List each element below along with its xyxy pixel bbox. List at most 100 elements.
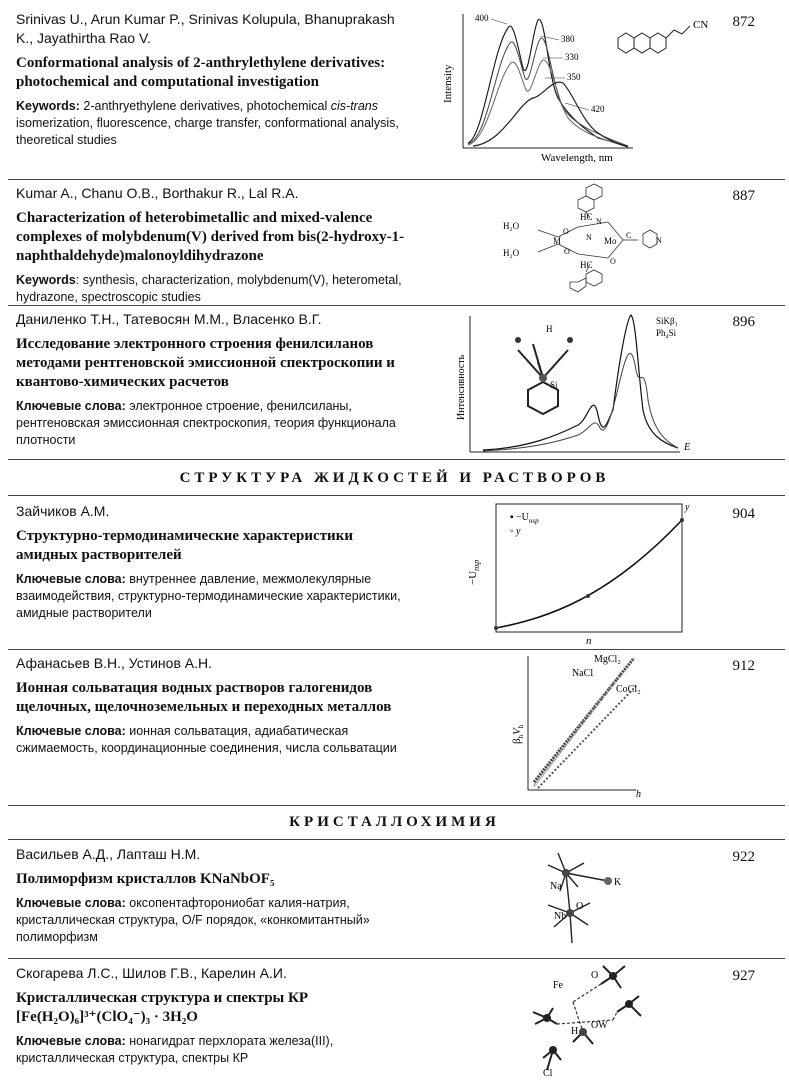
structure-label: N <box>656 236 662 245</box>
entry-divider <box>8 805 785 806</box>
entry-keywords: Ключевые слова: ионная сольватация, адиа… <box>16 724 397 755</box>
entry-title[interactable]: Полиморфизм кристаллов KNaNbOF₅ <box>16 871 275 887</box>
spectrum-curve <box>467 37 629 147</box>
spectrum-curve <box>482 314 679 451</box>
curve-label: 380 <box>561 34 575 44</box>
y-axis-label: −Unsp <box>467 560 481 585</box>
curve-label: 420 <box>591 104 605 114</box>
entry-7: Скогарева Л.С., Шилов Г.В., Карелин А.И.… <box>8 962 785 1082</box>
page-number[interactable]: 872 <box>732 14 756 30</box>
entry-2-text: Kumar A., Chanu O.B., Borthakur R., Lal … <box>16 184 411 306</box>
keywords-label: Ключевые слова: <box>16 724 126 738</box>
curve-label: 330 <box>565 52 579 62</box>
entry-divider <box>8 459 785 460</box>
page-number[interactable]: 896 <box>732 314 756 330</box>
xray-emission-figure: Интенсивность SiKβ₁ Ph₄Si E H Si <box>456 314 690 453</box>
entry-4: Зайчиков А.М. Структурно-термодинамическ… <box>8 500 785 646</box>
series-label: CoCl₂ <box>616 684 641 695</box>
entry-keywords: Keywords: synthesis, characterization, m… <box>16 273 402 304</box>
atom-label: Cl <box>543 1068 553 1079</box>
keywords-label: Ключевые слова: <box>16 399 126 413</box>
entry-3-text: Даниленко Т.Н., Татевосян М.М., Власенко… <box>16 310 411 449</box>
entry-authors: Даниленко Т.Н., Татевосян М.М., Власенко… <box>16 311 322 327</box>
section-divider <box>8 495 785 496</box>
structure-label: M <box>553 236 561 246</box>
structure-label: N <box>596 217 602 226</box>
entry-keywords: Ключевые слова: электронное строение, фе… <box>16 399 396 447</box>
atom-label: O <box>576 901 583 912</box>
structure-label: O <box>564 247 570 256</box>
entry-title[interactable]: Ионная сольватация водных растворов гало… <box>16 680 392 715</box>
atom-label: Na <box>550 881 562 892</box>
y-axis-label: βhVh <box>511 724 525 744</box>
page-number[interactable]: 887 <box>732 188 756 204</box>
entry-divider <box>8 958 785 959</box>
spectrum-curve <box>467 19 629 147</box>
entry-title[interactable]: Исследование электронного строения фенил… <box>16 336 395 390</box>
fluorescence-spectra-figure: Intensity 400 380 330 350 420 Wavelength… <box>442 13 708 164</box>
entry-7-text: Скогарева Л.С., Шилов Г.В., Карелин А.И.… <box>16 964 411 1067</box>
atom-label: H <box>546 324 553 334</box>
structure-label: HC <box>580 212 593 222</box>
page-number[interactable]: 904 <box>732 506 756 522</box>
page-number[interactable]: 922 <box>732 849 756 865</box>
series-line <box>533 673 622 787</box>
entry-title[interactable]: Структурно-термодинамические характерист… <box>16 528 353 563</box>
anthrylethylene-structure <box>617 25 691 54</box>
molybdenum-complex-structure: H₂O H₂O M HC N N O Mo O C N HC O <box>503 183 662 293</box>
entry-2: Kumar A., Chanu O.B., Borthakur R., Lal … <box>8 182 785 304</box>
series-line <box>537 685 637 789</box>
entry-divider <box>8 649 785 650</box>
structure-label: C <box>626 231 631 240</box>
atom-label: OW <box>591 1020 608 1031</box>
x-axis-label: n <box>586 635 592 645</box>
curve-label: 400 <box>475 13 489 23</box>
x-axis-label: h <box>636 789 641 797</box>
structure-label: HC <box>580 260 593 270</box>
entry-1-text: Srinivas U., Arun Kumar P., Srinivas Kol… <box>16 10 411 149</box>
x-axis-label: Wavelength, nm <box>541 152 613 164</box>
entry-1: Srinivas U., Arun Kumar P., Srinivas Kol… <box>8 8 785 178</box>
entry-5-text: Афанасьев В.Н., Устинов А.Н. Ионная соль… <box>16 654 411 757</box>
entry-6-text: Васильев А.Д., Лапташ Н.М. Полиморфизм к… <box>16 845 411 946</box>
entry-title[interactable]: Conformational analysis of 2-anthrylethy… <box>16 55 386 90</box>
entry-authors: Srinivas U., Arun Kumar P., Srinivas Kol… <box>16 11 395 46</box>
structure-label: O <box>610 257 616 266</box>
section-heading: КРИСТАЛЛОХИМИЯ <box>289 814 500 830</box>
legend-label: SiKβ₁ <box>656 316 678 326</box>
atom-label: Si <box>550 380 558 390</box>
entry-4-text: Зайчиков А.М. Структурно-термодинамическ… <box>16 502 411 622</box>
corner-label: y <box>684 502 690 513</box>
crystal-structure-figure: Na K Nb O <box>547 852 622 944</box>
entry-authors: Kumar A., Chanu O.B., Borthakur R., Lal … <box>16 185 299 201</box>
legend-label: ▪ −Unsp <box>510 512 539 525</box>
entry-authors: Афанасьев В.Н., Устинов А.Н. <box>16 655 212 671</box>
entry-title[interactable]: Кристаллическая структура и спектры КР [… <box>16 990 309 1025</box>
section-divider <box>8 839 785 840</box>
internal-pressure-chart: −Unsp ▪ −Unsp ◦ y y n <box>467 502 690 645</box>
entry-keywords: Ключевые слова: оксопентафторониобат кал… <box>16 896 370 944</box>
entry-authors: Зайчиков А.М. <box>16 503 110 519</box>
entry-authors: Васильев А.Д., Лапташ Н.М. <box>16 846 201 862</box>
entry-keywords: Ключевые слова: нонагидрат перхлората же… <box>16 1034 334 1065</box>
page-number[interactable]: 912 <box>732 658 756 674</box>
structure-label: O <box>563 227 569 236</box>
series-label: NaCl <box>572 668 593 679</box>
section-heading: СТРУКТУРА ЖИДКОСТЕЙ И РАСТВОРОВ <box>179 470 610 486</box>
entry-authors: Скогарева Л.С., Шилов Г.В., Карелин А.И. <box>16 965 287 981</box>
x-axis-label: E <box>683 442 690 453</box>
legend-label: Ph₄Si <box>656 328 677 338</box>
atom-label: Nb <box>554 911 566 922</box>
entry-3: Даниленко Т.Н., Татевосян М.М., Власенко… <box>8 308 785 458</box>
atom-label: K <box>614 877 622 888</box>
spectrum-curve <box>472 81 629 148</box>
entry-title[interactable]: Characterization of heterobimetallic and… <box>16 210 405 264</box>
keywords-label: Ключевые слова: <box>16 1034 126 1048</box>
entry-5: Афанасьев В.Н., Устинов А.Н. Ионная соль… <box>8 652 785 802</box>
keywords-label: Ключевые слова: <box>16 896 126 910</box>
atom-label: H <box>571 1026 578 1037</box>
compressibility-chart: βhVh MgCl₂ NaCl CoCl₂ h <box>511 654 641 797</box>
y-axis-label: Интенсивность <box>456 354 467 420</box>
page-number[interactable]: 927 <box>732 968 756 984</box>
entry-keywords: Ключевые слова: внутреннее давление, меж… <box>16 572 401 620</box>
